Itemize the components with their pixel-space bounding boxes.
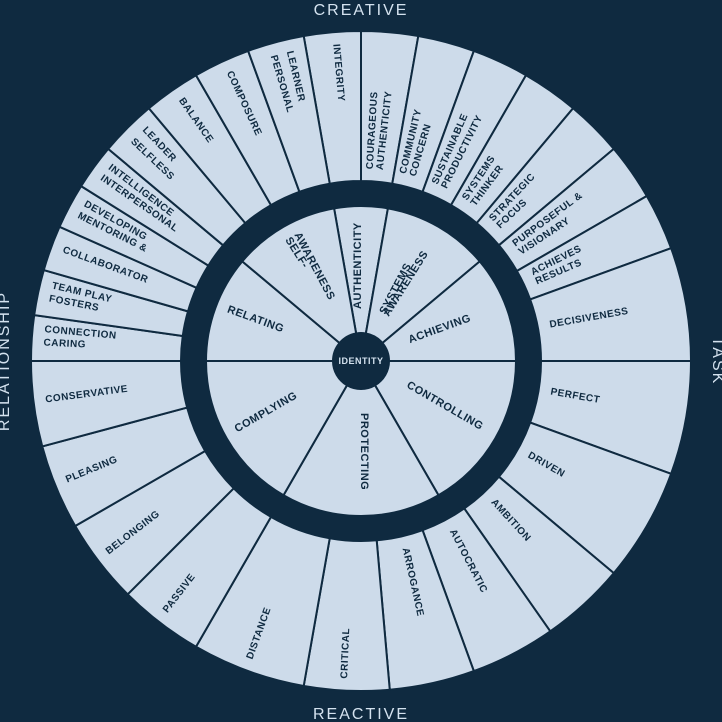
- segment-label: PROTECTING: [358, 413, 370, 490]
- segment-label: CARING: [43, 337, 86, 350]
- quadrant-label: TASK: [709, 337, 722, 386]
- segment-label: CRITICAL: [339, 628, 352, 679]
- quadrant-label: RELATIONSHIP: [0, 291, 13, 431]
- quadrant-label: CREATIVE: [314, 2, 409, 19]
- segment-label: AUTHENTICITY: [352, 222, 364, 309]
- leadership-circle-diagram: IDENTITYAUTHENTICITYSYSTEMSAWARENESSACHI…: [0, 0, 722, 722]
- quadrant-label: REACTIVE: [313, 706, 409, 722]
- center-label: IDENTITY: [338, 356, 383, 366]
